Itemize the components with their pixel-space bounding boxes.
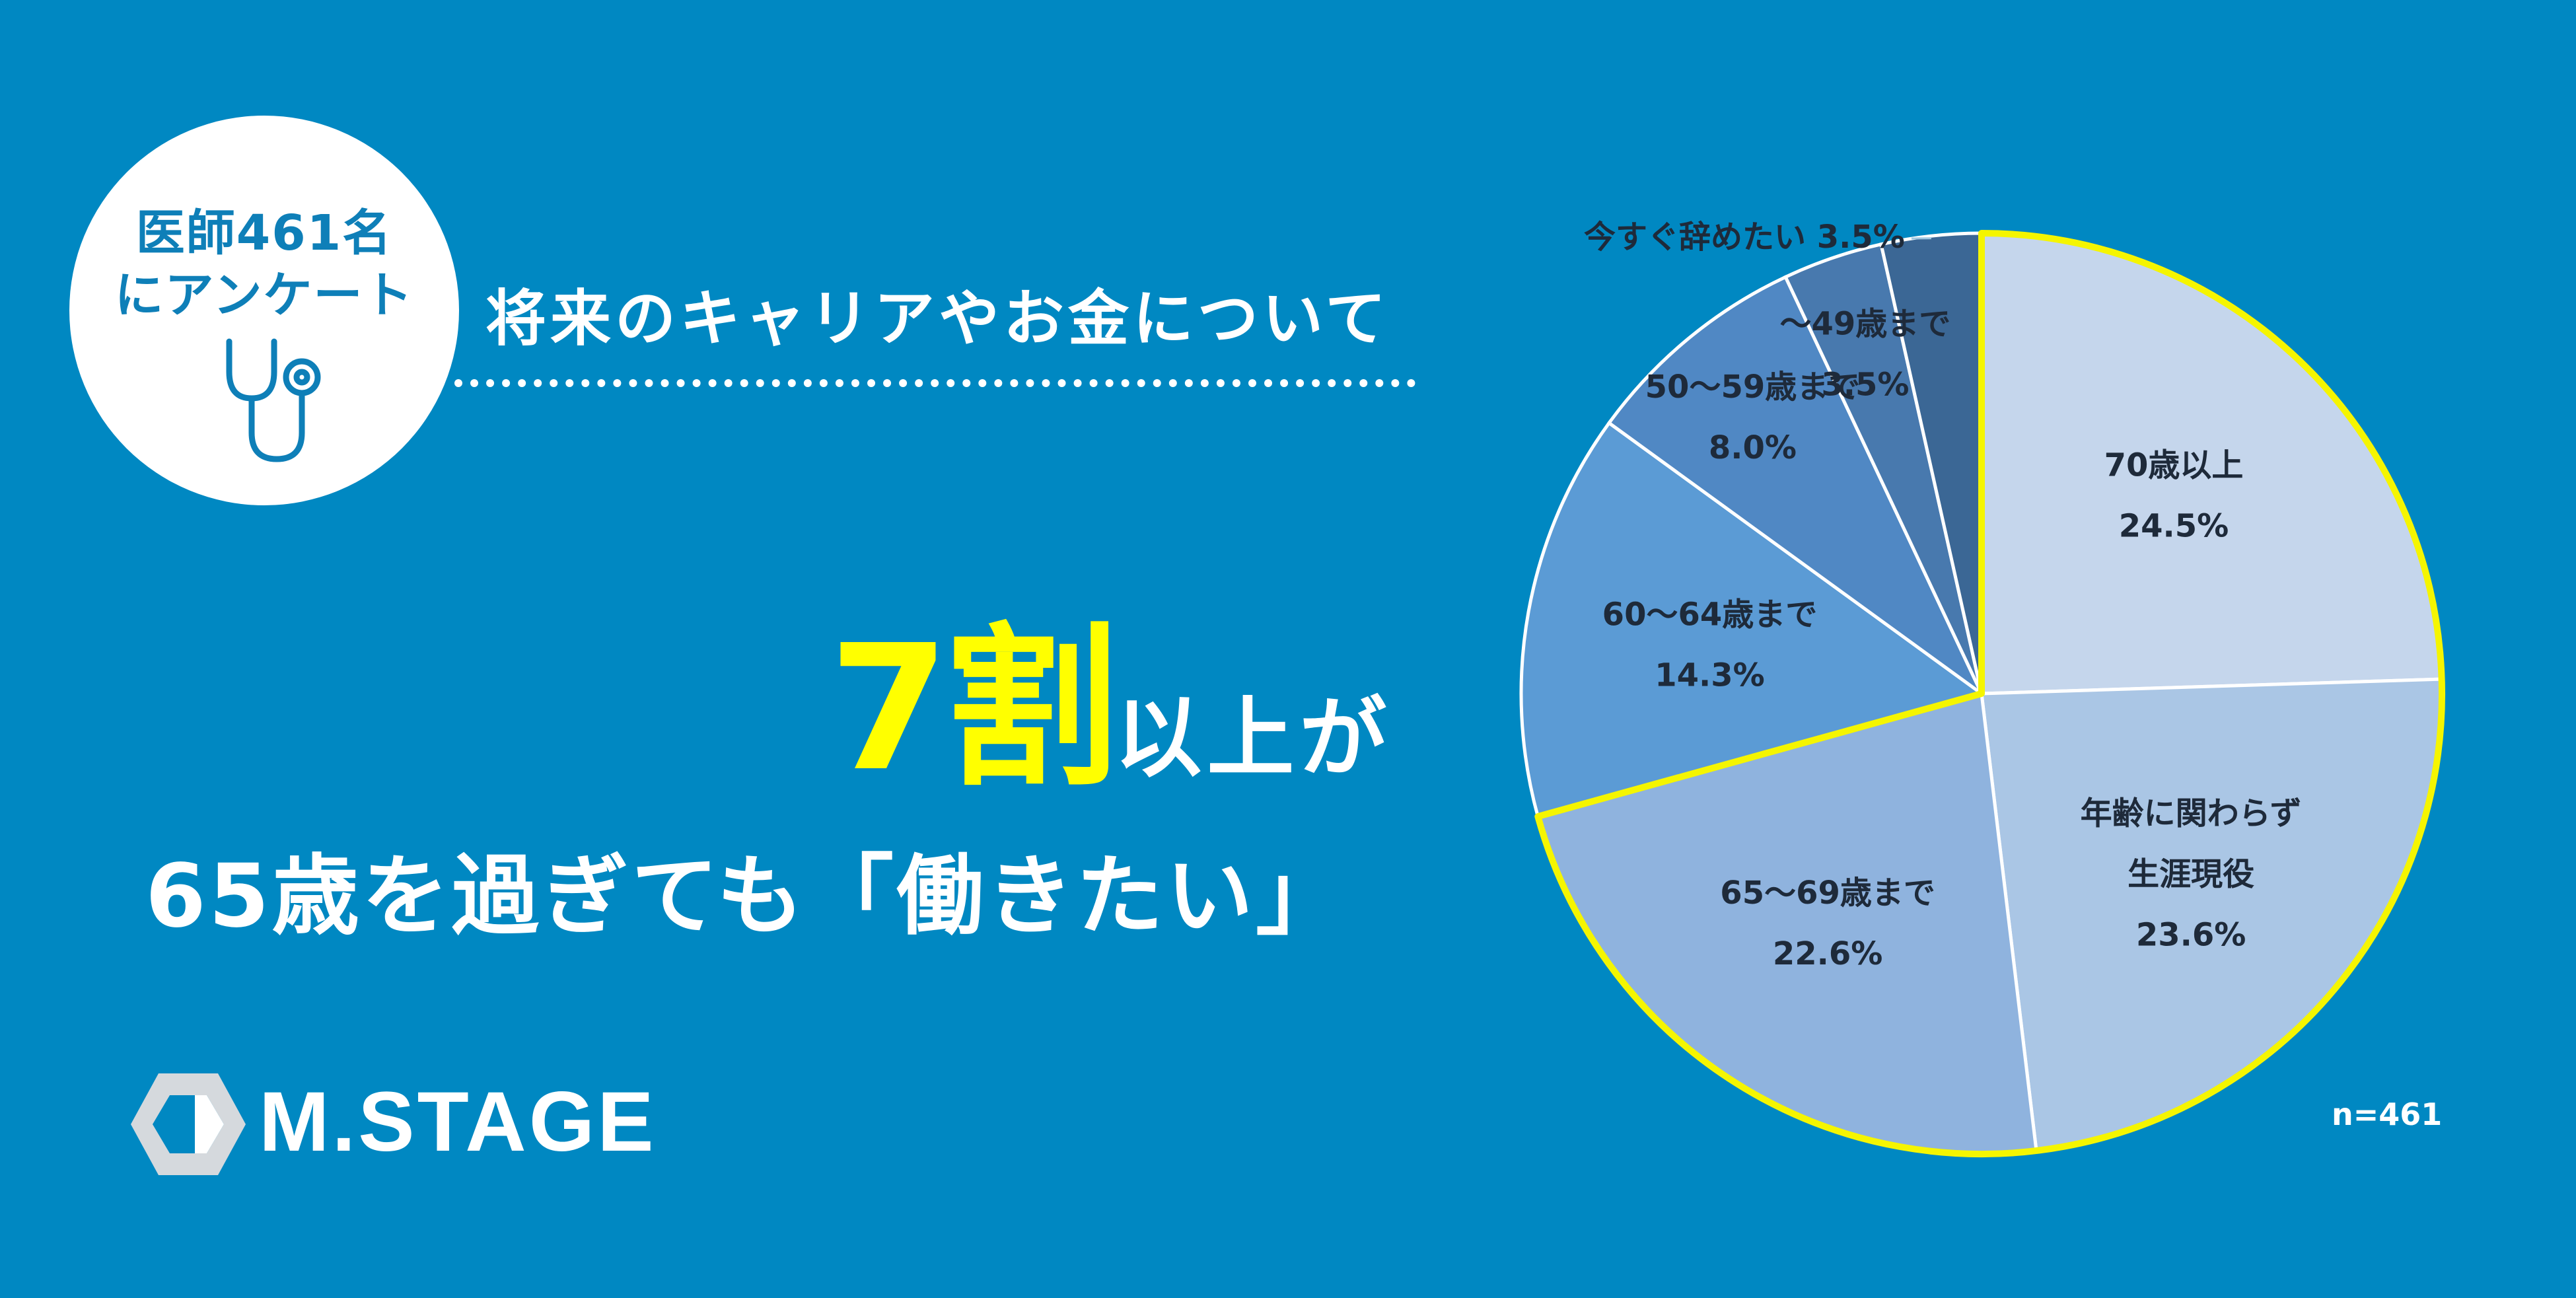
slice-category-label: 年齢に関わらず <box>2081 795 2302 832</box>
headline-rest: 以上が <box>1114 688 1392 789</box>
slice-value-label: 3.5% <box>1821 366 1909 403</box>
pie-slice-3 <box>1519 420 1986 819</box>
slice-value-label: 14.3% <box>1655 657 1765 694</box>
slice-value-label: 24.5% <box>2119 507 2229 544</box>
slice-value-label: 22.6% <box>1773 935 1883 972</box>
subtitle: 将来のキャリアやお金について <box>485 283 1390 354</box>
slice-value-label: 23.6% <box>2136 916 2246 953</box>
hexagon-logo-icon <box>131 1073 246 1175</box>
stethoscope-icon <box>226 338 321 462</box>
slice-value-label: 8.0% <box>1709 429 1797 466</box>
dotted-divider <box>454 379 1415 387</box>
slice-category-label: 70歳以上 <box>2104 447 2244 484</box>
pie-slice-4 <box>1606 275 1984 696</box>
slice-label-3: 60〜64歳まで 14.3% <box>1602 596 1818 694</box>
survey-badge: 医師461名 にアンケート <box>69 116 459 505</box>
slice-category-label: 〜49歳まで <box>1779 305 1950 342</box>
slice-label-5: 〜49歳まで 3.5% <box>1779 305 1950 403</box>
subline: 65歳を過ぎても「働きたい」 <box>145 846 1346 947</box>
slice-label-2: 65〜69歳まで 22.6% <box>1720 875 1935 972</box>
badge-line-2: にアンケート <box>114 267 414 324</box>
pie-slice-1 <box>1980 677 2444 1153</box>
slice-category-label: 60〜64歳まで <box>1602 596 1818 633</box>
slice-label-4: 50〜59歳まで 8.0% <box>1645 369 1861 466</box>
headline-highlight: 7割 <box>829 608 1118 809</box>
slice-label-0: 70歳以上 24.5% <box>2104 447 2244 544</box>
slice-label-6: 今すぐ辞めたい 3.5% <box>1584 219 1905 256</box>
pie-labels: 70歳以上24.5%年齢に関わらず生涯現役23.6%65〜69歳まで22.6%6… <box>1584 219 2302 972</box>
highlight-outline <box>1534 230 2445 1157</box>
slice-category-label: 65〜69歳まで <box>1720 875 1935 912</box>
slice-label-text: 今すぐ辞めたい 3.5% <box>1584 219 1905 256</box>
headline: 7割以上が <box>829 568 1392 818</box>
slice-category-label: 50〜59歳まで <box>1645 369 1861 406</box>
brand-name: M.STAGE <box>259 1075 657 1169</box>
slice-category-label: 生涯現役 <box>2128 855 2254 892</box>
sample-size-note: n=461 <box>2332 1097 2443 1132</box>
badge-line-1: 医師461名 <box>135 205 393 262</box>
